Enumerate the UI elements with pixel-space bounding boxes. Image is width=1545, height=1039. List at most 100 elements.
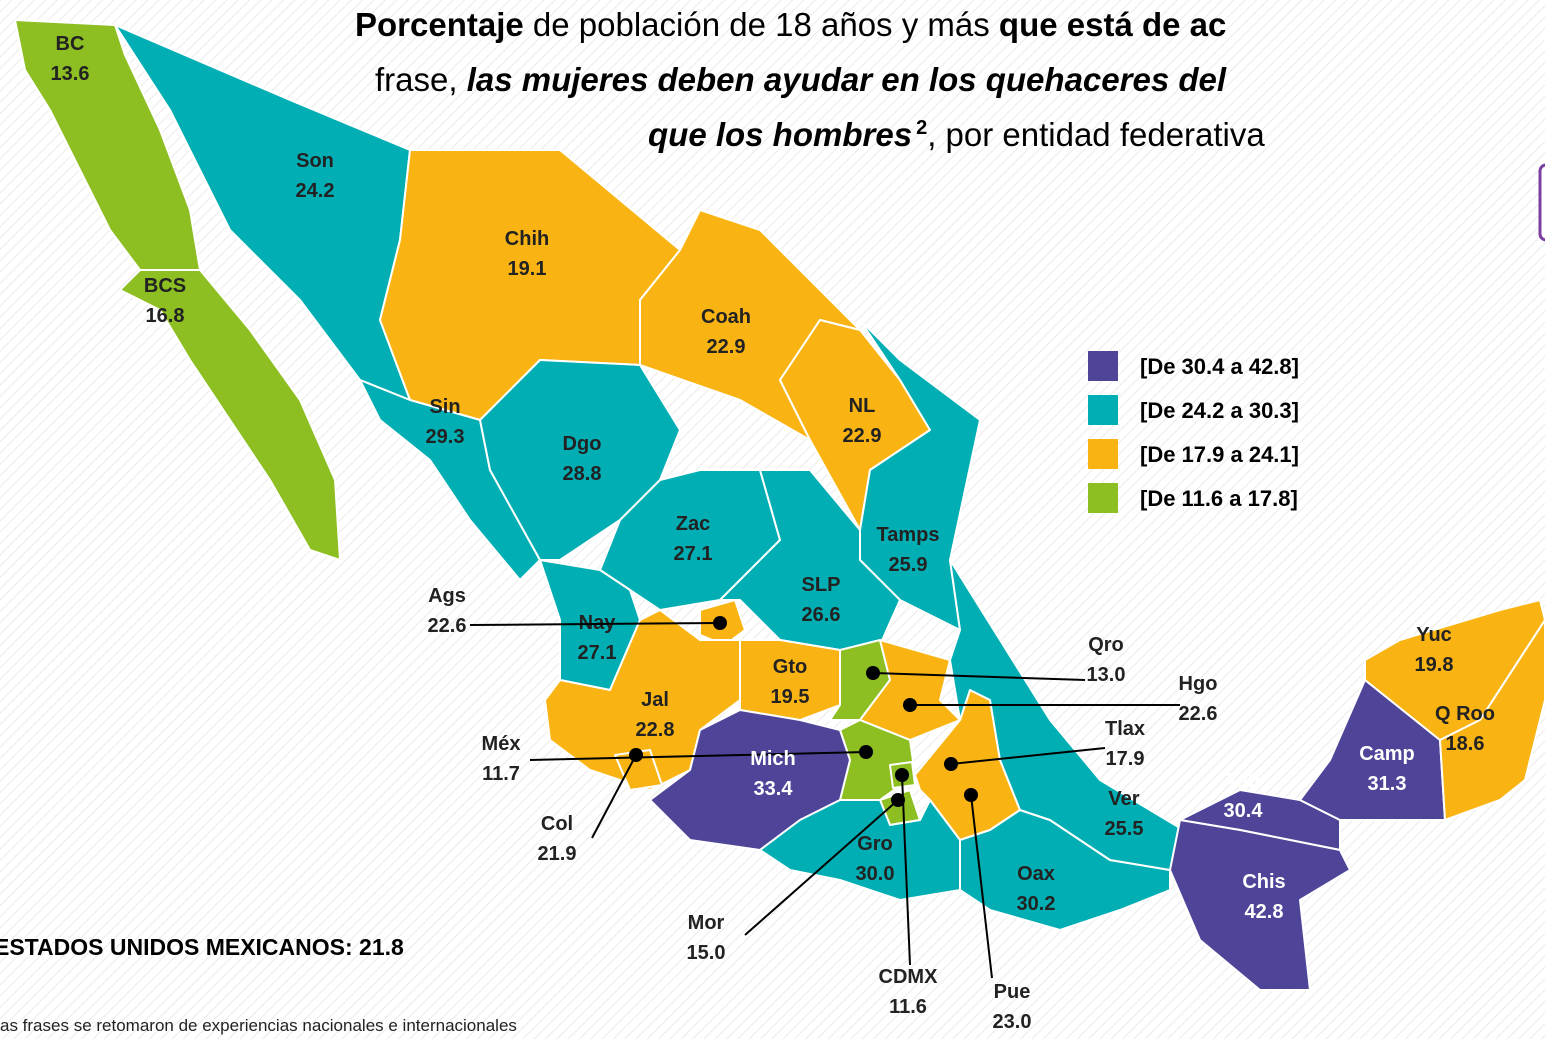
leader-dot xyxy=(713,616,727,630)
state-shape xyxy=(1169,819,1351,991)
state-name: Gro xyxy=(857,833,893,855)
state-value: 11.6 xyxy=(889,996,927,1018)
leader-dot xyxy=(866,666,880,680)
legend-label: [De 11.6 a 17.8] xyxy=(1140,486,1298,511)
leader-line xyxy=(469,622,721,626)
leader-line xyxy=(591,754,637,839)
state-shape xyxy=(949,559,1201,871)
title-segment: de población de 18 años y más xyxy=(524,6,999,43)
title-line: Porcentaje de población de 18 años y más… xyxy=(355,6,1226,43)
state-name: Dgo xyxy=(563,433,602,455)
title-segment: , por entidad federativa xyxy=(927,116,1265,153)
state-value: 29.3 xyxy=(426,426,465,448)
national-total: ESTADOS UNIDOS MEXICANOS: 21.8 xyxy=(0,934,404,960)
state-value: 19.5 xyxy=(771,686,810,708)
title-segment: 2 xyxy=(916,117,927,139)
legend-label: [De 17.9 a 24.1] xyxy=(1140,442,1299,467)
national-value: 21.8 xyxy=(359,934,404,960)
legend-swatch xyxy=(1088,395,1118,425)
state-name: Ags xyxy=(428,585,466,607)
state-name: SLP xyxy=(802,574,841,596)
state-name: NL xyxy=(849,395,876,417)
state-value: 30.0 xyxy=(856,863,895,885)
state-name: Camp xyxy=(1359,743,1415,765)
state-value: 28.8 xyxy=(563,463,602,485)
state-name: Chih xyxy=(505,228,549,250)
state-name: Sin xyxy=(429,396,460,418)
title-segment: frase, xyxy=(375,61,467,98)
state-name: Pue xyxy=(994,981,1031,1003)
state-value: 22.6 xyxy=(1179,703,1218,725)
state-value: 22.6 xyxy=(428,615,467,637)
leader-dot xyxy=(859,745,873,759)
state-name: Ver xyxy=(1108,788,1139,810)
leader-line xyxy=(950,747,1106,765)
state-name: Son xyxy=(296,150,334,172)
leader-dot xyxy=(964,788,978,802)
state-name: Jal xyxy=(641,689,669,711)
title-segment: las mujeres deben ayudar en los quehacer… xyxy=(467,61,1227,98)
state-value: 22.8 xyxy=(636,719,675,741)
state-name: Gto xyxy=(773,656,807,678)
state-value: 26.6 xyxy=(802,604,841,626)
state-name: Q Roo xyxy=(1435,703,1495,725)
legend-label: [De 30.4 a 42.8] xyxy=(1140,354,1299,379)
state-value: 11.7 xyxy=(482,763,520,785)
state-name: Mich xyxy=(750,748,796,770)
state-value: 31.3 xyxy=(1368,773,1407,795)
map xyxy=(14,19,1545,991)
state-name: Coah xyxy=(701,306,751,328)
state-value: 30.2 xyxy=(1017,893,1056,915)
state-name: Hgo xyxy=(1179,673,1218,695)
state-value: 17.9 xyxy=(1106,748,1145,770)
leader-dot xyxy=(891,793,905,807)
state-value: 33.4 xyxy=(754,778,794,800)
state-value: 13.6 xyxy=(51,63,90,85)
state-value: 22.9 xyxy=(843,425,882,447)
state-value: 27.1 xyxy=(578,642,617,664)
leader-line xyxy=(970,794,993,979)
state-name: Tlax xyxy=(1105,718,1145,740)
side-box xyxy=(1538,163,1545,242)
state-name: BC xyxy=(56,33,85,55)
state-name: Méx xyxy=(482,733,521,755)
state-shape xyxy=(359,379,541,581)
leader-dot xyxy=(903,698,917,712)
labels: BC13.6BCS16.8Son24.2Chih19.1Coah22.9NL22… xyxy=(51,33,1495,1033)
title: Porcentaje de población de 18 años y más… xyxy=(355,6,1265,153)
state-shape xyxy=(759,799,961,901)
state-value: 25.5 xyxy=(1105,818,1144,840)
state-shape xyxy=(544,609,741,791)
title-segment: Porcentaje xyxy=(355,6,524,43)
state-value: 19.8 xyxy=(1415,654,1454,676)
state-name: Col xyxy=(541,813,573,835)
state-value: 13.0 xyxy=(1087,664,1126,686)
legend-label: [De 24.2 a 30.3] xyxy=(1140,398,1299,423)
state-name: Yuc xyxy=(1416,624,1452,646)
legend: [De 30.4 a 42.8] [De 24.2 a 30.3] [De 17.9… xyxy=(1088,351,1299,513)
leader-line xyxy=(529,751,867,761)
title-line: frase, las mujeres deben ayudar en los q… xyxy=(375,61,1227,98)
leader-line xyxy=(901,774,911,966)
state-value: 22.9 xyxy=(707,336,746,358)
state-name: Zac xyxy=(676,513,710,535)
legend-swatch xyxy=(1088,439,1118,469)
state-value: 18.6 xyxy=(1446,733,1485,755)
state-value: 21.9 xyxy=(538,843,577,865)
state-value: 24.2 xyxy=(296,180,335,202)
state-name: Qro xyxy=(1088,634,1124,656)
state-value: 16.8 xyxy=(146,305,185,327)
state-value: 27.1 xyxy=(674,543,713,565)
leader-dot xyxy=(629,748,643,762)
leader-dot xyxy=(944,757,958,771)
state-shape xyxy=(959,809,1171,931)
state-name: CDMX xyxy=(879,966,939,988)
state-name: Mor xyxy=(688,912,725,934)
state-value: 30.4 xyxy=(1224,800,1264,822)
state-value: 25.9 xyxy=(889,554,928,576)
state-name: Tamps xyxy=(877,524,940,546)
state-shape xyxy=(1364,599,1545,741)
state-value: 23.0 xyxy=(993,1011,1032,1033)
state-name: BCS xyxy=(144,275,186,297)
